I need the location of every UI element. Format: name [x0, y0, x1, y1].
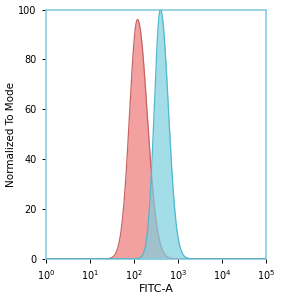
X-axis label: FITC-A: FITC-A: [139, 284, 173, 294]
Y-axis label: Normalized To Mode: Normalized To Mode: [6, 82, 15, 187]
